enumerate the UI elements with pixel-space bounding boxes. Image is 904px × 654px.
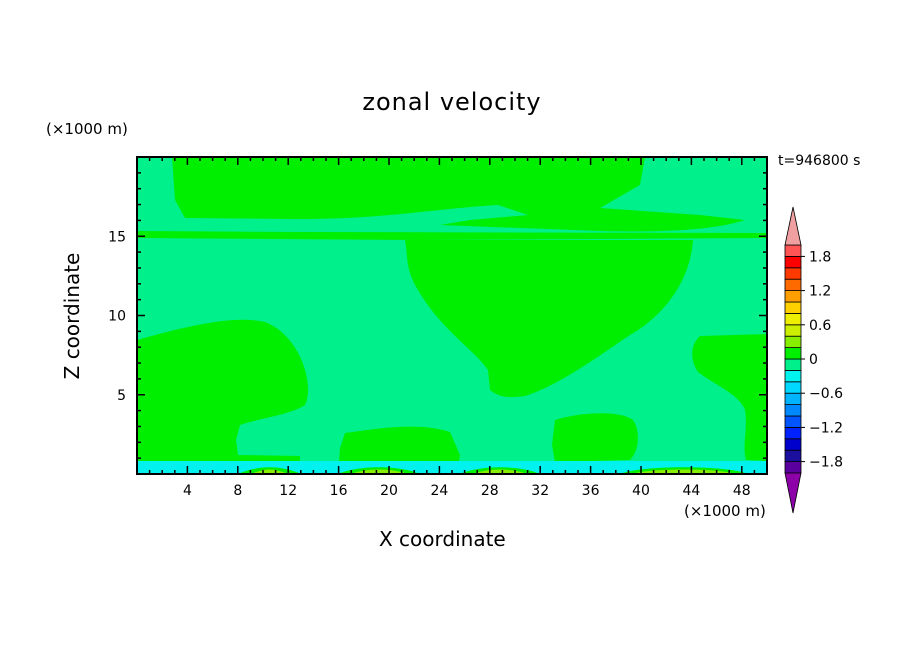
colorbar-swatch: [784, 335, 802, 349]
colorbar-swatch: [784, 438, 802, 451]
positive-region: [137, 231, 767, 240]
field-layers: [137, 157, 767, 474]
x-tick-label: 48: [733, 483, 751, 499]
x-tick-label: 32: [531, 483, 549, 499]
colorbar-swatch: [784, 301, 802, 314]
x-tick-label: 24: [430, 483, 448, 499]
colorbar-swatch: [784, 267, 802, 280]
colorbar-swatch: [784, 324, 802, 337]
colorbar-tick-label: −1.2: [809, 420, 843, 436]
colorbar-swatch: [784, 449, 802, 463]
colorbar-swatch: [784, 358, 802, 371]
y-tick-label: 10: [108, 309, 126, 325]
colorbar-tick-label: 0.6: [809, 318, 831, 334]
colorbar-swatch: [784, 290, 802, 303]
colorbar-tick-label: 1.8: [809, 249, 831, 265]
time-label: t=946800 s: [778, 153, 861, 169]
colorbar-tick-label: 1.2: [809, 284, 831, 300]
positive-region: [405, 240, 693, 398]
colorbar-tick-label: −0.6: [809, 386, 843, 402]
x-tick-label: 40: [632, 483, 650, 499]
x-tick-label: 28: [481, 483, 499, 499]
x-tick-label: 4: [183, 483, 192, 499]
y-tick-label: 5: [117, 388, 126, 404]
z-axis-unit: (×1000 m): [46, 120, 128, 138]
x-tick-label: 16: [330, 483, 348, 499]
colorbar-tick-label: 0: [809, 352, 818, 368]
chart-title: zonal velocity: [362, 88, 542, 116]
colorbar-swatch: [784, 312, 802, 326]
x-tick-label: 20: [380, 483, 398, 499]
colorbar-swatch: [784, 244, 802, 257]
colorbar-swatch: [784, 461, 802, 474]
colorbar-swatch: [784, 392, 802, 406]
colorbar-swatch: [784, 381, 802, 394]
x-tick-label: 36: [582, 483, 600, 499]
positive-region: [172, 157, 745, 232]
colorbar-tick-label: −1.8: [809, 455, 843, 471]
bottom-fringe-strong: [632, 469, 736, 474]
colorbar-swatch: [784, 404, 802, 417]
y-tick-label: 15: [108, 229, 126, 245]
x-tick-label: 12: [279, 483, 297, 499]
x-tick-label: 44: [682, 483, 700, 499]
colorbar-swatch: [784, 415, 802, 428]
positive-region: [137, 319, 309, 474]
colorbar-swatch: [784, 347, 802, 360]
positive-region: [552, 413, 638, 462]
colorbar-swatch: [784, 369, 802, 383]
positive-region: [692, 334, 767, 461]
x-axis-label: X coordinate: [379, 527, 506, 551]
colorbar-swatch: [784, 426, 802, 440]
bottom-fringe-strong: [250, 469, 289, 474]
colorbar-over-triangle: [784, 206, 802, 246]
x-axis-unit: (×1000 m): [684, 502, 766, 520]
colorbar: 1.8 1.2 0.6 0 −0.6 −1.2 −1.8: [784, 206, 843, 514]
contour-field: [137, 157, 767, 474]
near-bottom-band: [137, 461, 767, 474]
x-tick-label: 8: [233, 483, 242, 499]
colorbar-under-triangle: [784, 472, 802, 514]
bottom-fringe-strong: [472, 469, 528, 474]
colorbar-swatch: [784, 278, 802, 292]
colorbar-swatch: [784, 255, 802, 269]
